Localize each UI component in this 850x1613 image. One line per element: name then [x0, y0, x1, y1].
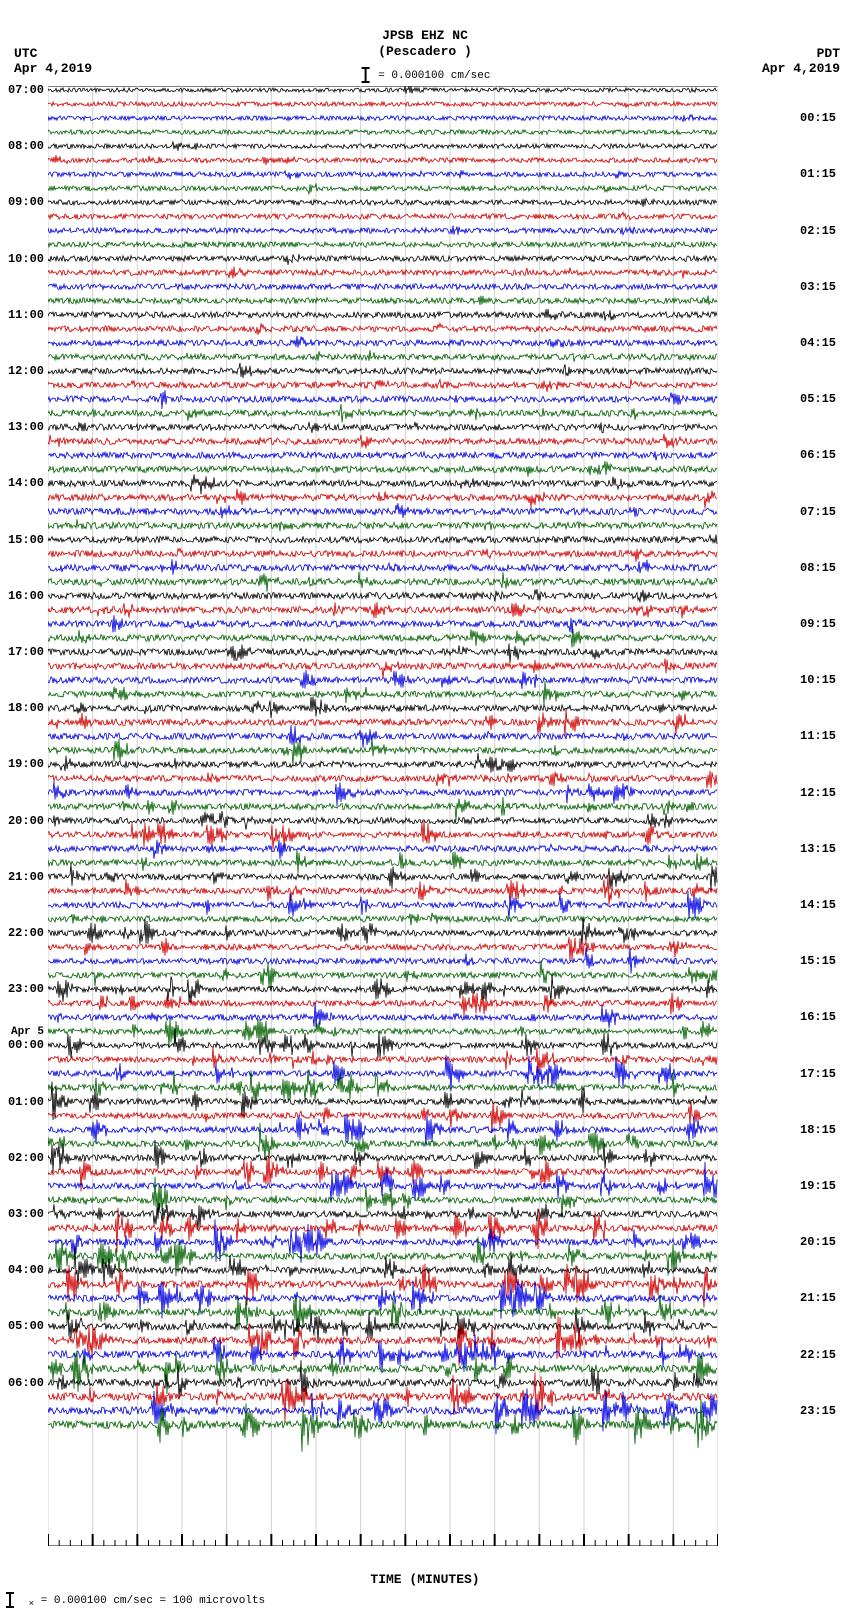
xaxis-label: TIME (MINUTES) [0, 1572, 850, 1587]
pdt-hour-label: 06:15 [800, 448, 850, 462]
pdt-hour-label: 15:15 [800, 954, 850, 968]
day-change-label: Apr 5 [0, 1026, 44, 1038]
pdt-hour-label: 17:15 [800, 1067, 850, 1081]
pdt-hour-label: 12:15 [800, 786, 850, 800]
utc-hour-label: 21:00 [0, 870, 44, 884]
seismogram-plot: 0123456789101112131415 [48, 86, 718, 1546]
pdt-hour-label: 19:15 [800, 1179, 850, 1193]
pdt-hour-label: 01:15 [800, 167, 850, 181]
utc-hour-label: 05:00 [0, 1319, 44, 1333]
scale-bar-icon [4, 1591, 22, 1609]
utc-hour-label: 04:00 [0, 1263, 44, 1277]
pdt-hour-label: 10:15 [800, 673, 850, 687]
utc-hour-label: 23:00 [0, 982, 44, 996]
pdt-hour-label: 08:15 [800, 561, 850, 575]
pdt-hour-label: 09:15 [800, 617, 850, 631]
utc-hour-label: 10:00 [0, 252, 44, 266]
pdt-hour-label: 13:15 [800, 842, 850, 856]
utc-hour-label: 17:00 [0, 645, 44, 659]
seismogram-container: JPSB EHZ NC (Pescadero ) UTC Apr 4,2019 … [0, 0, 850, 1613]
tz-right-date: Apr 4,2019 [762, 61, 840, 76]
pdt-hour-label: 14:15 [800, 898, 850, 912]
pdt-hour-label: 02:15 [800, 224, 850, 238]
utc-hour-label: 18:00 [0, 701, 44, 715]
pdt-hour-label: 21:15 [800, 1291, 850, 1305]
station-name: (Pescadero ) [0, 44, 850, 60]
utc-hour-label: 22:00 [0, 926, 44, 940]
utc-hour-label: 20:00 [0, 814, 44, 828]
utc-hour-label: 15:00 [0, 533, 44, 547]
utc-hour-label: 07:00 [0, 83, 44, 97]
scale-text: = 0.000100 cm/sec [378, 70, 490, 82]
scale-bar-icon [360, 66, 372, 84]
footer-text: = 0.000100 cm/sec = 100 microvolts [41, 1595, 265, 1607]
header: JPSB EHZ NC (Pescadero ) [0, 28, 850, 59]
tz-left-date: Apr 4,2019 [14, 61, 92, 76]
pdt-hour-label: 23:15 [800, 1404, 850, 1418]
utc-hour-label: 06:00 [0, 1376, 44, 1390]
pdt-hour-label: 04:15 [800, 336, 850, 350]
utc-hour-label: 19:00 [0, 757, 44, 771]
utc-hour-label: 02:00 [0, 1151, 44, 1165]
pdt-hour-label: 16:15 [800, 1010, 850, 1024]
pdt-hour-label: 11:15 [800, 729, 850, 743]
utc-hour-label: 08:00 [0, 139, 44, 153]
utc-hour-label: 16:00 [0, 589, 44, 603]
utc-hour-label: 00:00 [0, 1038, 44, 1052]
footer: × = 0.000100 cm/sec = 100 microvolts [4, 1591, 265, 1609]
utc-hour-label: 13:00 [0, 420, 44, 434]
tz-left-label: UTC [14, 46, 92, 61]
utc-hour-label: 12:00 [0, 364, 44, 378]
station-code: JPSB EHZ NC [0, 28, 850, 44]
utc-hour-label: 01:00 [0, 1095, 44, 1109]
pdt-hour-label: 22:15 [800, 1348, 850, 1362]
pdt-hour-label: 03:15 [800, 280, 850, 294]
pdt-hour-label: 18:15 [800, 1123, 850, 1137]
pdt-hour-label: 00:15 [800, 111, 850, 125]
utc-hour-label: 11:00 [0, 308, 44, 322]
pdt-hour-label: 20:15 [800, 1235, 850, 1249]
scale-note: = 0.000100 cm/sec [360, 66, 491, 84]
utc-hour-label: 09:00 [0, 195, 44, 209]
tz-right-label: PDT [762, 46, 840, 61]
pdt-hour-label: 07:15 [800, 505, 850, 519]
pdt-hour-label: 05:15 [800, 392, 850, 406]
tz-right: PDT Apr 4,2019 [762, 46, 840, 76]
utc-hour-label: 03:00 [0, 1207, 44, 1221]
footer-subscript: × [29, 1598, 35, 1609]
utc-hour-label: 14:00 [0, 476, 44, 490]
tz-left: UTC Apr 4,2019 [14, 46, 92, 76]
